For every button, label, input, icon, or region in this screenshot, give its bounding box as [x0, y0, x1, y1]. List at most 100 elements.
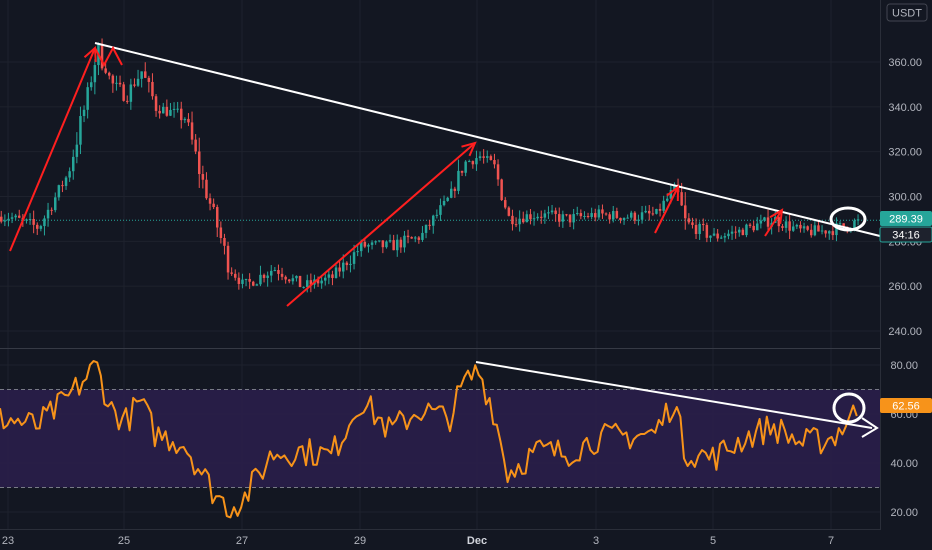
candle-body	[475, 158, 478, 165]
candle-body	[518, 218, 521, 225]
rsi-trendline[interactable]	[475, 361, 873, 429]
candle-body	[759, 220, 763, 224]
candle-body	[788, 221, 791, 231]
candle	[46, 202, 50, 227]
candle	[7, 212, 10, 227]
candle-body	[241, 279, 244, 284]
price-tick-label: 240.00	[888, 326, 922, 338]
candle-body	[435, 214, 439, 216]
candle-body	[504, 200, 507, 208]
candle	[486, 150, 489, 163]
candle	[165, 99, 169, 117]
candle-body	[223, 238, 226, 246]
candle	[363, 238, 367, 249]
candle	[435, 209, 439, 219]
candle	[64, 175, 68, 190]
candle-body	[172, 108, 176, 110]
candle-body	[554, 210, 557, 215]
candle	[302, 286, 305, 289]
candle-body	[738, 229, 741, 233]
candle	[28, 213, 32, 225]
candle-body	[810, 229, 813, 236]
candle	[806, 225, 809, 232]
candle	[50, 207, 53, 215]
uptrend-arrow[interactable]	[654, 184, 680, 234]
candle-body	[702, 223, 705, 226]
candle	[39, 224, 43, 232]
candle	[662, 195, 665, 214]
candle	[32, 210, 35, 234]
candle	[514, 217, 518, 228]
candle	[194, 134, 197, 155]
uptrend-arrow[interactable]	[9, 45, 97, 252]
peak-arrow-marks[interactable]	[94, 45, 123, 68]
date-tick-label: 3	[593, 535, 599, 547]
candle-body	[154, 96, 158, 111]
candle	[129, 78, 133, 110]
candle-body	[626, 217, 629, 219]
price-tick-label: 360.00	[888, 57, 922, 69]
candle-body	[777, 217, 781, 227]
candle	[547, 206, 550, 219]
candle	[730, 225, 734, 240]
highlight-circle-price[interactable]	[829, 206, 867, 232]
candle-body	[453, 188, 457, 191]
last-price-badge: 289.39	[880, 211, 932, 226]
time-axis-background[interactable]	[0, 530, 932, 550]
candle	[579, 209, 583, 220]
candle-body	[133, 84, 136, 86]
candle-body	[28, 218, 32, 220]
candle-body	[18, 215, 21, 218]
uptrend-arrow[interactable]	[286, 141, 477, 307]
rsi-arrow-head[interactable]	[861, 417, 879, 438]
candle	[223, 233, 226, 255]
candle-body	[853, 220, 856, 230]
candle	[561, 210, 565, 228]
currency-label[interactable]: USDT	[886, 3, 928, 22]
candle	[252, 280, 255, 287]
uptrend-arrow[interactable]	[764, 208, 784, 237]
candle-body	[208, 198, 212, 204]
candle-body	[424, 224, 428, 233]
candle	[349, 255, 352, 273]
candle-body	[813, 225, 817, 236]
candle	[644, 205, 647, 214]
candle	[619, 217, 622, 224]
candle	[684, 192, 687, 230]
candle	[568, 214, 572, 228]
candle-body	[295, 275, 298, 279]
candle-body	[486, 156, 489, 158]
candle-body	[288, 279, 291, 282]
candle	[172, 102, 176, 118]
candle-body	[824, 230, 827, 234]
candle	[381, 240, 385, 254]
candle-body	[558, 214, 561, 222]
candle	[176, 101, 179, 113]
candle-body	[727, 233, 730, 237]
candle	[781, 223, 784, 231]
candle	[687, 213, 691, 225]
candle-body	[414, 237, 417, 239]
candle	[219, 221, 223, 244]
candle-body	[108, 72, 111, 76]
candle	[511, 209, 514, 231]
highlight-circle-rsi[interactable]	[832, 392, 866, 424]
candle	[151, 73, 154, 100]
candle	[630, 210, 633, 220]
rsi-value-badge: 62.56	[880, 398, 932, 413]
price-trendline[interactable]	[94, 42, 881, 237]
candle	[309, 273, 313, 293]
candle	[367, 243, 370, 253]
price-axis-background[interactable]	[880, 0, 932, 550]
candle-body	[234, 273, 237, 278]
candle-body	[745, 224, 748, 236]
drawings[interactable]	[9, 42, 881, 438]
candle-body	[93, 65, 97, 83]
candle	[716, 229, 719, 242]
candle	[388, 234, 392, 243]
candle-body	[817, 225, 820, 232]
candle	[738, 226, 741, 237]
candle-body	[615, 211, 619, 218]
candle-body	[417, 237, 421, 240]
